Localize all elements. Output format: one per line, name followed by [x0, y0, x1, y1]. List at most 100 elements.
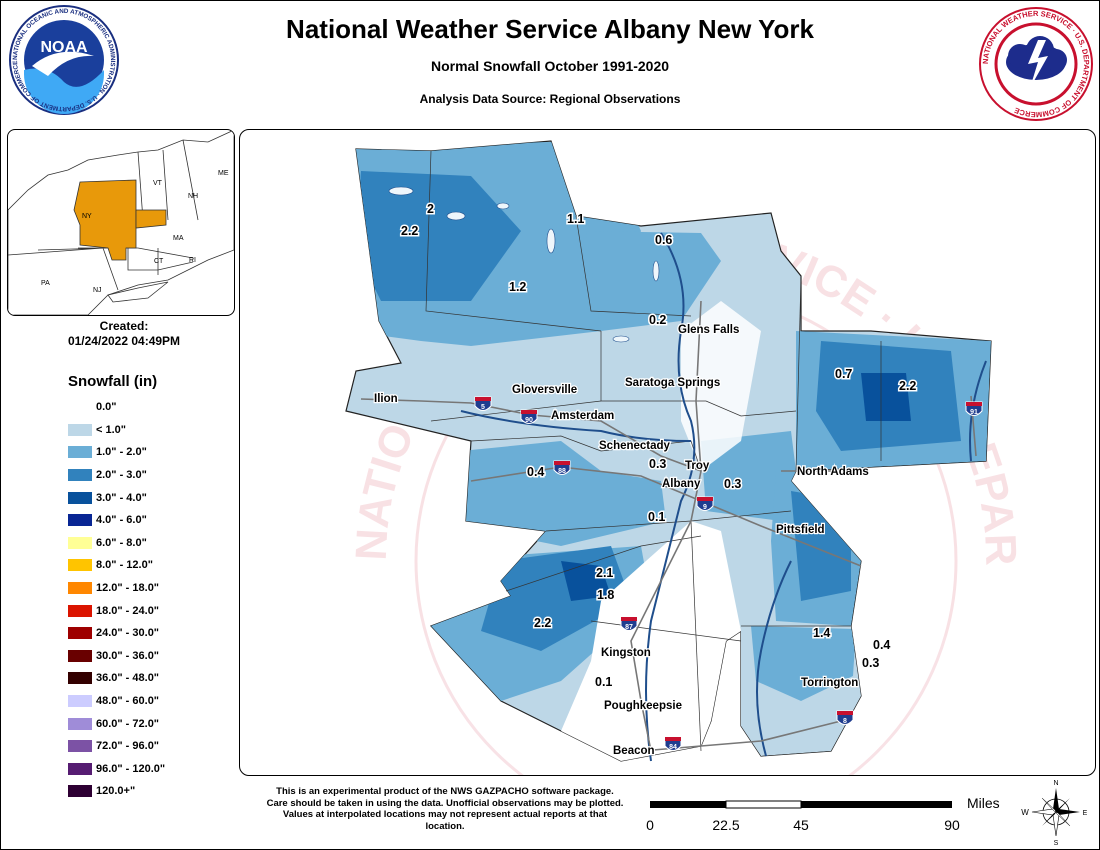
- compass-rose-icon: N S E W: [1021, 780, 1087, 846]
- interstate-shield: 88: [553, 460, 571, 475]
- value-label: 1.4: [813, 626, 830, 640]
- legend-swatch: [68, 627, 92, 640]
- legend-label: < 1.0": [96, 423, 126, 436]
- inset-label-ct: CT: [154, 258, 164, 265]
- lakes: [388, 186, 660, 343]
- legend-item: 4.0" - 6.0": [68, 509, 165, 532]
- value-label: 2.1: [596, 566, 613, 580]
- value-label: 0.6: [655, 233, 672, 247]
- created-timestamp: 01/24/2022 04:49PM: [67, 334, 181, 348]
- legend-swatch: [68, 649, 92, 662]
- city-kingston: Kingston: [601, 647, 651, 659]
- legend-label: 72.0" - 96.0": [96, 740, 160, 753]
- legend-swatch: [68, 785, 92, 798]
- value-label: 0.4: [873, 638, 890, 652]
- shield-number: 88: [558, 468, 566, 475]
- interstate-shield: 84: [664, 736, 682, 751]
- legend-item: 8.0" - 12.0": [68, 554, 165, 577]
- value-label: 0.1: [648, 510, 665, 524]
- legend-swatch: [68, 401, 92, 414]
- shield-number: 84: [669, 744, 677, 751]
- shield-number: 91: [970, 409, 978, 416]
- legend-item: 1.0" - 2.0": [68, 441, 165, 464]
- interstate-shield: 87: [620, 616, 638, 631]
- legend-swatch: [68, 446, 92, 459]
- legend-item: 18.0" - 24.0": [68, 599, 165, 622]
- legend-label: 6.0" - 8.0": [96, 536, 147, 549]
- legend-label: 3.0" - 4.0": [96, 491, 147, 504]
- legend-label: 24.0" - 30.0": [96, 627, 160, 640]
- legend-item: 12.0" - 18.0": [68, 577, 165, 600]
- value-label: 0.3: [862, 656, 879, 670]
- city-amsterdam: Amsterdam: [551, 410, 614, 422]
- shield-number: 8: [843, 718, 847, 725]
- legend-label: 12.0" - 18.0": [96, 582, 160, 595]
- created-block: Created: 01/24/2022 04:49PM: [10, 319, 238, 349]
- legend-item: 48.0" - 60.0": [68, 690, 165, 713]
- legend-swatch: [68, 717, 92, 730]
- interstate-shields: 5 90 88 9 87 91 8 84: [474, 396, 983, 751]
- legend-label: 8.0" - 12.0": [96, 559, 153, 572]
- interstate-shield: 91: [965, 401, 983, 416]
- noaa-logo-text: NOAA: [40, 39, 88, 56]
- legend-label: 120.0+": [96, 785, 136, 798]
- shield-number: 5: [481, 404, 485, 411]
- interstate-shield: 8: [836, 710, 854, 725]
- legend-label: 60.0" - 72.0": [96, 717, 160, 730]
- legend-item: < 1.0": [68, 419, 165, 442]
- city-schenectady: Schenectady: [599, 440, 671, 452]
- city-torrington: Torrington: [801, 677, 858, 689]
- legend-swatch: [68, 740, 92, 753]
- legend-swatch: [68, 469, 92, 482]
- city-glens-falls: Glens Falls: [678, 324, 739, 336]
- interstate-shield: 5: [474, 396, 492, 411]
- value-label: 0.3: [724, 477, 741, 491]
- inset-label-pa: PA: [41, 280, 50, 287]
- value-label: 0.3: [649, 457, 666, 471]
- city-beacon: Beacon: [613, 745, 655, 757]
- legend-swatch: [68, 672, 92, 685]
- legend-item: 120.0+": [68, 780, 165, 803]
- legend-label: 1.0" - 2.0": [96, 446, 147, 459]
- legend-swatch: [68, 491, 92, 504]
- inset-label-vt: VT: [153, 180, 163, 187]
- legend-label: 48.0" - 60.0": [96, 695, 160, 708]
- inset-label-nj: NJ: [93, 287, 102, 294]
- legend-item: 36.0" - 48.0": [68, 667, 165, 690]
- scale-unit: Miles: [967, 795, 1000, 811]
- value-label: 1.1: [567, 212, 584, 226]
- inset-label-nh: NH: [188, 193, 198, 200]
- created-label: Created:: [99, 319, 149, 333]
- scale-tick: 90: [944, 817, 960, 833]
- data-source: Analysis Data Source: Regional Observati…: [419, 92, 681, 106]
- disclaimer-text: This is an experimental product of the N…: [266, 786, 624, 832]
- legend-item: 2.0" - 3.0": [68, 464, 165, 487]
- legend-swatch: [68, 514, 92, 527]
- legend-label: 18.0" - 24.0": [96, 604, 160, 617]
- scale-bar: Miles 0 22.5 45 90: [646, 795, 1000, 833]
- city-ilion: Ilion: [374, 393, 398, 405]
- city-poughkeepsie: Poughkeepsie: [604, 700, 682, 712]
- interstate-shield: 9: [696, 496, 714, 511]
- compass-n: N: [1053, 780, 1058, 787]
- legend-item: 6.0" - 8.0": [68, 532, 165, 555]
- legend-label: 2.0" - 3.0": [96, 469, 147, 482]
- value-label: 1.8: [597, 588, 614, 602]
- value-label: 2: [427, 202, 434, 216]
- value-label: 0.1: [595, 675, 612, 689]
- inset-locator-map: VT NH ME NY MA CT RI PA NJ: [7, 129, 235, 316]
- legend-swatch: [68, 582, 92, 595]
- value-label: 1.2: [509, 280, 526, 294]
- city-gloversville: Gloversville: [512, 384, 577, 396]
- value-label: 0.2: [649, 313, 666, 327]
- legend-swatch: [68, 762, 92, 775]
- legend-swatch: [68, 536, 92, 549]
- inset-label-ri: RI: [189, 257, 196, 264]
- scale-tick: 22.5: [712, 817, 739, 833]
- compass-s: S: [1054, 840, 1059, 846]
- value-label: 0.4: [527, 465, 544, 479]
- page-title: National Weather Service Albany New York: [286, 14, 814, 44]
- legend-item: 30.0" - 36.0": [68, 645, 165, 668]
- value-label: 2.2: [899, 379, 916, 393]
- snowfall-map: NATIONAL WEATHER SERVICE · U.S. DEPARTME…: [239, 129, 1096, 776]
